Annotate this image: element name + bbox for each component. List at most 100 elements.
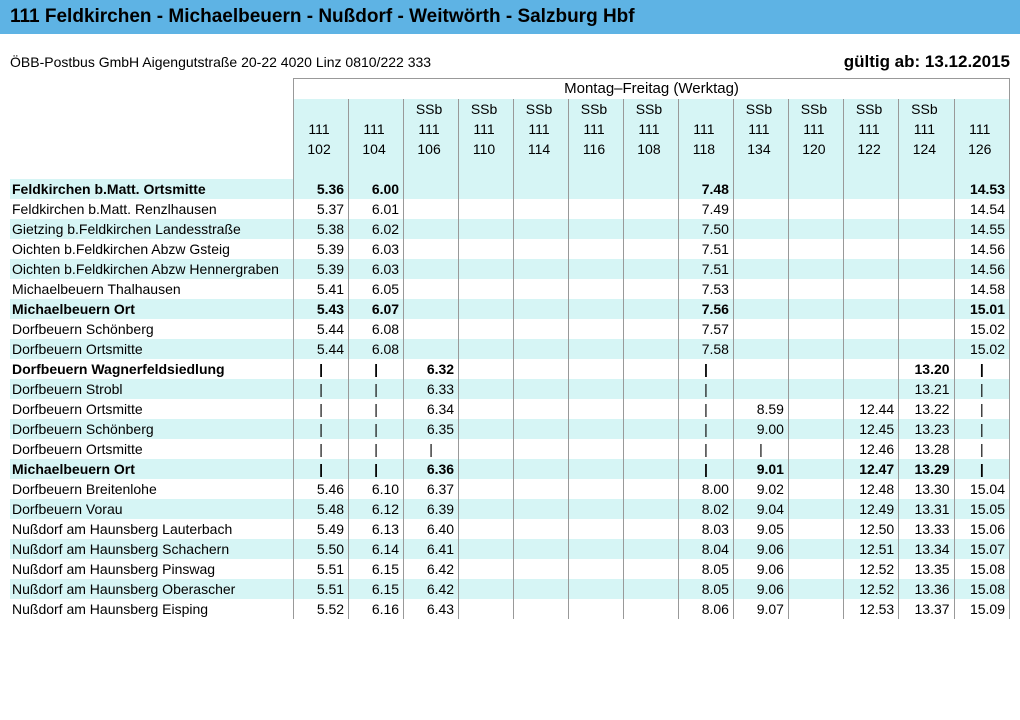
- time-cell: 5.48: [294, 499, 349, 519]
- time-cell: 9.00: [733, 419, 788, 439]
- time-cell: 5.39: [294, 239, 349, 259]
- time-cell: 15.08: [954, 559, 1009, 579]
- time-cell: 7.58: [678, 339, 733, 359]
- subheader: ÖBB-Postbus GmbH Aigengutstraße 20-22 40…: [0, 34, 1020, 78]
- time-cell: [459, 199, 514, 219]
- time-cell: [569, 379, 624, 399]
- table-row: Nußdorf am Haunsberg Oberascher5.516.156…: [10, 579, 1010, 599]
- spacer-row: [10, 159, 1010, 179]
- time-cell: [623, 379, 678, 399]
- time-cell: [788, 479, 843, 499]
- time-cell: [514, 459, 569, 479]
- time-cell: [733, 379, 788, 399]
- time-cell: 14.54: [954, 199, 1009, 219]
- table-row: Dorfbeuern Breitenlohe5.466.106.378.009.…: [10, 479, 1010, 499]
- route-cell: 111: [623, 119, 678, 139]
- time-cell: 8.05: [678, 579, 733, 599]
- time-cell: [623, 339, 678, 359]
- time-cell: |: [349, 399, 404, 419]
- time-cell: [404, 259, 459, 279]
- course-cell: 114: [514, 139, 569, 159]
- time-cell: [569, 259, 624, 279]
- time-cell: 6.36: [404, 459, 459, 479]
- time-cell: [569, 299, 624, 319]
- time-cell: [404, 199, 459, 219]
- stop-name: Nußdorf am Haunsberg Oberascher: [10, 579, 294, 599]
- time-cell: [733, 219, 788, 239]
- time-cell: 6.43: [404, 599, 459, 619]
- route-title: 111 Feldkirchen - Michaelbeuern - Nußdor…: [10, 6, 635, 27]
- route-cell: 111: [349, 119, 404, 139]
- time-cell: [733, 179, 788, 199]
- time-cell: 7.50: [678, 219, 733, 239]
- stop-name: Feldkirchen b.Matt. Renzlhausen: [10, 199, 294, 219]
- time-cell: [459, 299, 514, 319]
- time-cell: [404, 319, 459, 339]
- table-row: Feldkirchen b.Matt. Ortsmitte5.366.007.4…: [10, 179, 1010, 199]
- time-cell: [459, 579, 514, 599]
- time-cell: |: [294, 439, 349, 459]
- time-cell: |: [294, 359, 349, 379]
- time-cell: 12.53: [843, 599, 898, 619]
- table-row: Nußdorf am Haunsberg Pinswag5.516.156.42…: [10, 559, 1010, 579]
- time-cell: [514, 499, 569, 519]
- time-cell: 9.06: [733, 559, 788, 579]
- time-cell: [733, 239, 788, 259]
- time-cell: |: [678, 439, 733, 459]
- time-cell: [569, 499, 624, 519]
- time-cell: 13.31: [899, 499, 954, 519]
- time-cell: [459, 239, 514, 259]
- time-cell: 5.39: [294, 259, 349, 279]
- time-cell: 12.50: [843, 519, 898, 539]
- time-cell: 5.46: [294, 479, 349, 499]
- stop-name: Dorfbeuern Breitenlohe: [10, 479, 294, 499]
- stop-name: Nußdorf am Haunsberg Eisping: [10, 599, 294, 619]
- time-cell: [623, 299, 678, 319]
- table-row: Nußdorf am Haunsberg Schachern5.506.146.…: [10, 539, 1010, 559]
- time-cell: [459, 479, 514, 499]
- time-cell: |: [954, 459, 1009, 479]
- table-row: Dorfbeuern Ortsmitte||6.34|8.5912.4413.2…: [10, 399, 1010, 419]
- time-cell: 15.04: [954, 479, 1009, 499]
- time-cell: 8.04: [678, 539, 733, 559]
- time-cell: |: [954, 379, 1009, 399]
- route-title-bar: 111 Feldkirchen - Michaelbeuern - Nußdor…: [0, 0, 1020, 34]
- time-cell: 5.50: [294, 539, 349, 559]
- time-cell: |: [678, 399, 733, 419]
- time-cell: 13.33: [899, 519, 954, 539]
- ssb-cell: [349, 99, 404, 119]
- time-cell: [514, 219, 569, 239]
- course-cell: 134: [733, 139, 788, 159]
- time-cell: [514, 239, 569, 259]
- time-cell: |: [294, 419, 349, 439]
- time-cell: [788, 239, 843, 259]
- time-cell: [569, 539, 624, 559]
- time-cell: 7.49: [678, 199, 733, 219]
- ssb-cell: SSb: [569, 99, 624, 119]
- stop-name: Feldkirchen b.Matt. Ortsmitte: [10, 179, 294, 199]
- time-cell: 5.43: [294, 299, 349, 319]
- time-cell: |: [678, 379, 733, 399]
- course-cell: 108: [623, 139, 678, 159]
- time-cell: 14.58: [954, 279, 1009, 299]
- time-cell: [459, 339, 514, 359]
- time-cell: 15.08: [954, 579, 1009, 599]
- time-cell: [788, 279, 843, 299]
- time-cell: [569, 179, 624, 199]
- time-cell: [514, 279, 569, 299]
- stop-name: Nußdorf am Haunsberg Lauterbach: [10, 519, 294, 539]
- time-cell: 6.02: [349, 219, 404, 239]
- time-cell: 15.07: [954, 539, 1009, 559]
- time-cell: [623, 539, 678, 559]
- time-cell: [459, 379, 514, 399]
- time-cell: 6.35: [404, 419, 459, 439]
- time-cell: 8.05: [678, 559, 733, 579]
- time-cell: 9.05: [733, 519, 788, 539]
- time-cell: 6.08: [349, 319, 404, 339]
- time-cell: [569, 459, 624, 479]
- time-cell: [514, 559, 569, 579]
- time-cell: [899, 219, 954, 239]
- stop-name: Nußdorf am Haunsberg Pinswag: [10, 559, 294, 579]
- time-cell: 13.30: [899, 479, 954, 499]
- time-cell: 15.01: [954, 299, 1009, 319]
